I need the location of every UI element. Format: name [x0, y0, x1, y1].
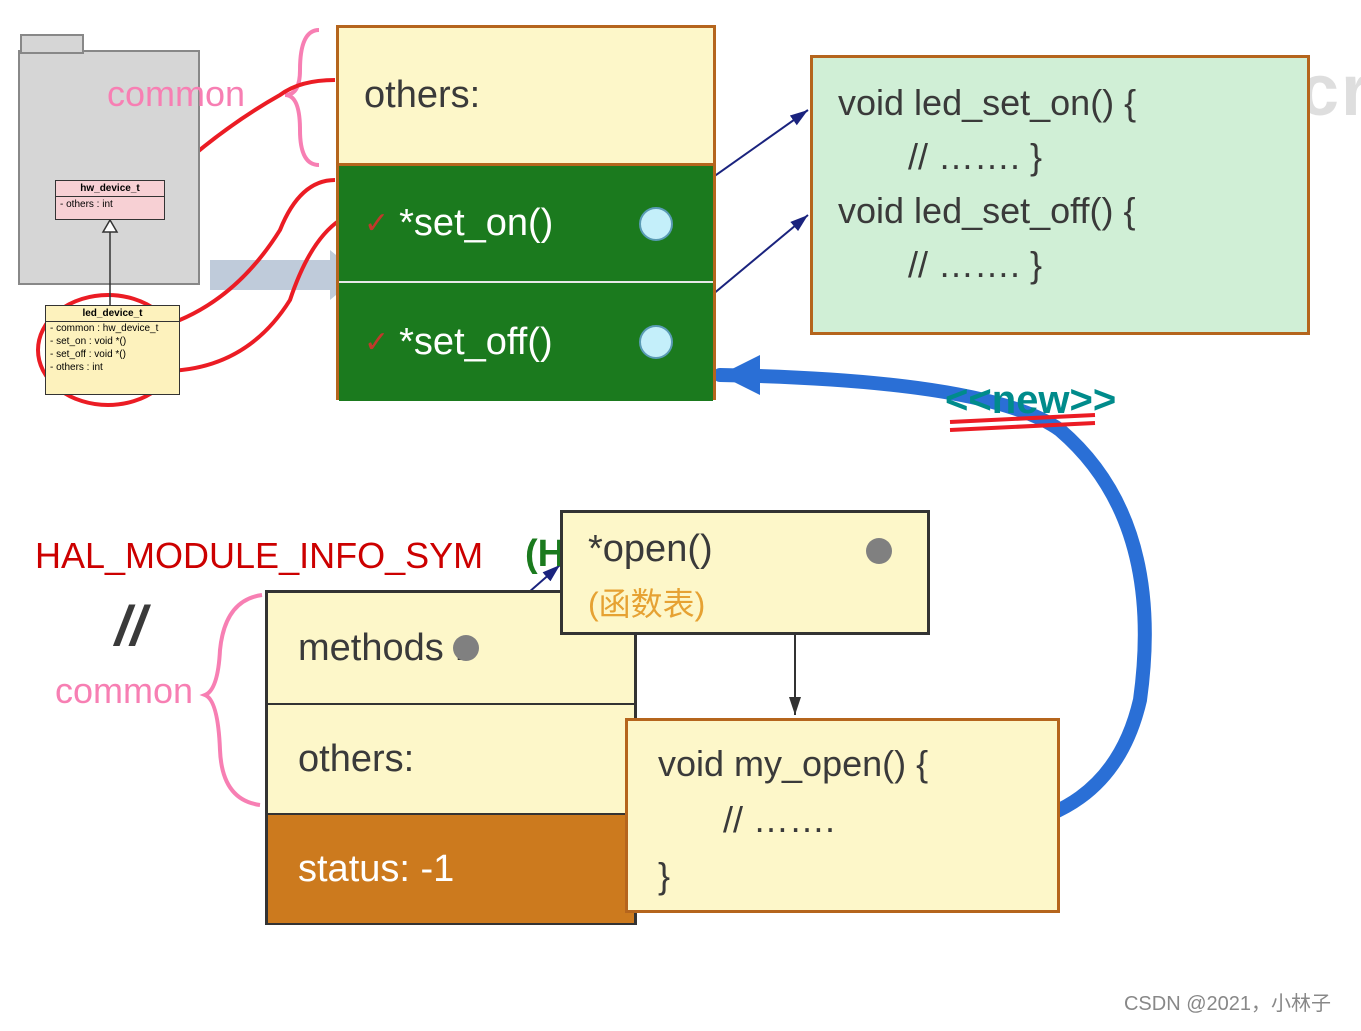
uml-led-f1: - set_on : void *()	[46, 335, 179, 348]
hal-label: HAL_MODULE_INFO_SYM	[35, 535, 483, 577]
new-label: <<new>>	[945, 378, 1116, 423]
open-box: *open() (函数表)	[560, 510, 930, 635]
myopen-l1: void my_open() {	[658, 736, 1027, 792]
open-dot	[866, 538, 892, 564]
code-l3: void led_set_off() {	[838, 184, 1282, 238]
common-label-top: common	[107, 73, 245, 115]
uml-hw-device: hw_device_t - others : int	[55, 180, 165, 220]
seton-text: *set_on()	[399, 202, 553, 245]
status-row: status: -1	[268, 815, 634, 923]
myopen-box: void my_open() { // ……. }	[625, 718, 1060, 913]
slash-label: //	[115, 593, 146, 658]
footer: CSDN @2021，小林子	[1124, 987, 1331, 1016]
check-icon: ✓	[364, 206, 389, 241]
myopen-l3: }	[658, 848, 1027, 904]
code-l1: void led_set_on() {	[838, 76, 1282, 130]
setoff-text: *set_off()	[399, 321, 552, 364]
code-l2: // ……. }	[838, 130, 1282, 184]
check-icon: ✓	[364, 325, 389, 360]
seton-row: ✓ *set_on()	[339, 166, 713, 283]
uml-led-title: led_device_t	[46, 306, 179, 322]
myopen-l2: // …….	[658, 792, 1027, 848]
top-struct: others: ✓ *set_on() ✓ *set_off()	[336, 25, 716, 400]
methods-text: methods :	[298, 627, 465, 670]
uml-inherit-arrow	[95, 220, 125, 310]
others-row-bottom: others:	[268, 705, 634, 815]
setoff-row: ✓ *set_off()	[339, 283, 713, 401]
open-text: *open()	[588, 528, 713, 570]
uml-led-f0: - common : hw_device_t	[46, 322, 179, 335]
common-label-bottom: common	[55, 670, 193, 712]
others-row: others:	[339, 28, 713, 166]
open-sub: (函数表)	[588, 579, 902, 625]
seton-dot	[639, 207, 673, 241]
bottom-struct: methods : others: status: -1	[265, 590, 637, 925]
setoff-dot	[639, 325, 673, 359]
uml-hw-title: hw_device_t	[56, 181, 164, 197]
brace-bottom	[205, 595, 262, 805]
uml-hw-field: - others : int	[56, 197, 164, 212]
new-arrow-head	[720, 355, 760, 395]
methods-dot	[453, 635, 479, 661]
uml-led-f2: - set_off : void *()	[46, 348, 179, 361]
uml-led-f3: - others : int	[46, 361, 179, 374]
open-row: *open()	[588, 528, 902, 571]
uml-led-device: led_device_t - common : hw_device_t - se…	[45, 305, 180, 395]
brace-top	[285, 30, 319, 165]
code-l4: // ……. }	[838, 238, 1282, 292]
code-box: void led_set_on() { // ……. } void led_se…	[810, 55, 1310, 335]
